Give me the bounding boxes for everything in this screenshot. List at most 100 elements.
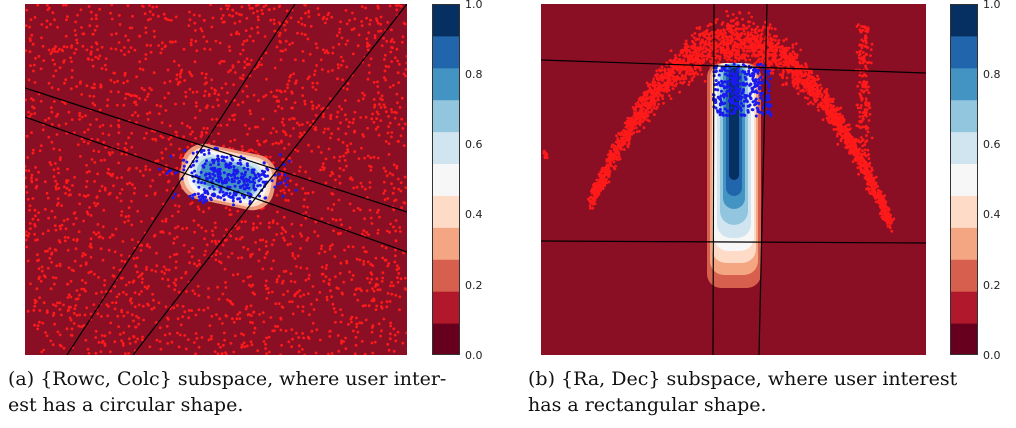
scatter-point [396, 71, 400, 75]
scatter-point [160, 270, 164, 273]
scatter-point [33, 16, 37, 19]
scatter-point [183, 79, 187, 82]
scatter-point [405, 331, 407, 335]
scatter-point [33, 301, 37, 305]
scatter-point [211, 16, 215, 20]
scatter-point [339, 55, 343, 59]
scatter-point [214, 258, 218, 262]
scatter-point [310, 100, 314, 104]
scatter-point [317, 13, 321, 17]
scatter-point [126, 38, 130, 42]
scatter-point [144, 165, 148, 168]
scatter-point [222, 171, 226, 175]
scatter-point [174, 266, 178, 270]
scatter-point [201, 197, 205, 201]
scatter-point [290, 106, 293, 110]
scatter-point [50, 260, 53, 264]
scatter-point [232, 191, 236, 195]
scatter-point [232, 118, 236, 122]
scatter-point [83, 130, 86, 134]
scatter-point [328, 278, 331, 282]
scatter-point [791, 46, 795, 49]
scatter-point [62, 59, 66, 62]
colorbar-level [432, 195, 460, 228]
scatter-point [111, 233, 115, 237]
scatter-point [399, 181, 403, 185]
scatter-point [722, 43, 725, 47]
scatter-point [316, 7, 320, 10]
scatter-point [351, 121, 355, 125]
scatter-point [589, 201, 592, 204]
scatter-point [66, 217, 69, 221]
scatter-point [839, 116, 843, 120]
scatter-point [252, 93, 256, 97]
scatter-point [120, 213, 123, 217]
scatter-point [756, 34, 760, 37]
scatter-point [683, 42, 687, 46]
scatter-point [890, 229, 894, 233]
scatter-point [397, 187, 401, 191]
scatter-point [678, 67, 681, 70]
scatter-point [260, 173, 264, 177]
scatter-point [153, 233, 157, 237]
scatter-point [282, 123, 286, 127]
scatter-point [150, 268, 154, 272]
scatter-point [637, 129, 641, 133]
scatter-point [266, 174, 269, 178]
scatter-point [360, 5, 364, 8]
scatter-point [733, 59, 737, 63]
scatter-point [124, 215, 128, 219]
scatter-point [172, 60, 176, 63]
scatter-point [30, 180, 34, 184]
scatter-point [383, 53, 387, 57]
scatter-point [671, 87, 675, 91]
scatter-point [207, 151, 211, 155]
scatter-point [334, 310, 337, 314]
scatter-point [376, 231, 380, 235]
scatter-point [773, 27, 777, 31]
scatter-point [670, 83, 674, 87]
scatter-point [378, 215, 381, 219]
scatter-point [114, 32, 118, 35]
scatter-point [355, 287, 359, 290]
scatter-point [325, 49, 328, 53]
scatter-point [181, 315, 185, 318]
scatter-point [172, 281, 176, 285]
scatter-point [340, 313, 344, 317]
scatter-point [836, 142, 840, 146]
scatter-point [46, 196, 50, 200]
scatter-point [730, 35, 734, 39]
scatter-point [362, 135, 365, 138]
scatter-point [91, 101, 95, 105]
scatter-point [85, 48, 89, 52]
scatter-point [39, 67, 43, 71]
scatter-point [351, 245, 355, 249]
scatter-point [223, 267, 227, 271]
scatter-point [45, 334, 49, 338]
scatter-point [197, 294, 201, 297]
scatter-point [206, 191, 210, 195]
scatter-point [275, 130, 278, 133]
scatter-point [815, 90, 819, 94]
scatter-point [373, 105, 376, 109]
scatter-point [759, 34, 763, 37]
scatter-point [259, 177, 263, 181]
scatter-point [102, 208, 106, 212]
scatter-point [379, 334, 382, 338]
scatter-point [351, 178, 354, 182]
scatter-point [325, 264, 328, 267]
scatter-point [239, 76, 242, 80]
scatter-point [380, 305, 383, 308]
scatter-point [136, 114, 140, 118]
scatter-point [636, 104, 639, 108]
scatter-point [355, 185, 359, 189]
scatter-point [672, 66, 676, 70]
scatter-point [257, 99, 260, 102]
scatter-point [273, 185, 277, 189]
scatter-point [73, 307, 77, 311]
scatter-point [224, 281, 227, 284]
scatter-point [402, 144, 406, 148]
scatter-point [153, 35, 157, 39]
scatter-point [93, 161, 97, 164]
scatter-point [377, 208, 380, 212]
